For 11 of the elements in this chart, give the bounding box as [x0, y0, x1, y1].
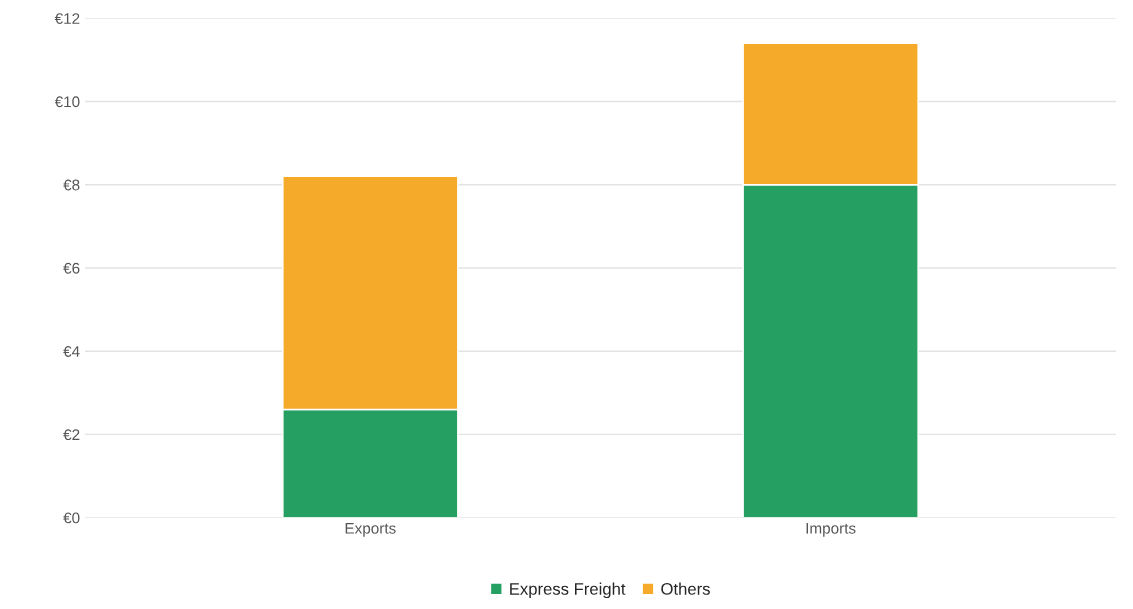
- x-tick-label: Exports: [345, 523, 396, 537]
- y-tick-label: €4: [63, 346, 80, 357]
- x-tick-label: Imports: [806, 523, 856, 537]
- legend-label: Express Freight: [510, 582, 626, 599]
- legend-label: Others: [661, 582, 710, 595]
- y-tick-label: €10: [54, 96, 80, 108]
- y-tick-label: €0: [63, 512, 80, 524]
- y-tick-label: €2: [63, 429, 80, 441]
- y-tick-label: €8: [63, 179, 80, 191]
- y-tick-label: €12: [54, 13, 80, 24]
- y-tick-label: €6: [63, 262, 80, 274]
